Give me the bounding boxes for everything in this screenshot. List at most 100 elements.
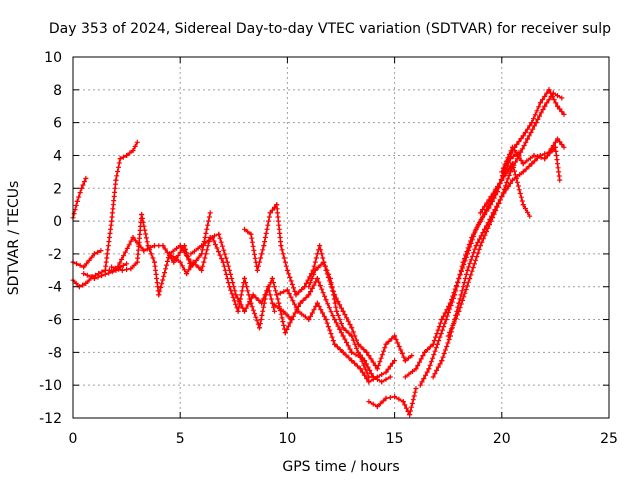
data-point <box>201 259 207 265</box>
data-point <box>331 292 336 298</box>
data-point <box>202 255 208 261</box>
data-point <box>476 246 482 252</box>
data-series <box>70 87 567 418</box>
data-point <box>383 369 389 375</box>
data-point <box>471 261 477 267</box>
data-point <box>408 404 414 410</box>
data-point <box>544 153 550 159</box>
data-point <box>531 123 537 129</box>
data-point <box>518 149 524 155</box>
data-point <box>503 187 509 193</box>
data-point <box>248 231 254 237</box>
data-point <box>552 139 558 145</box>
data-point <box>468 272 474 278</box>
data-point <box>119 256 125 262</box>
data-point <box>323 317 329 322</box>
data-point <box>441 351 447 356</box>
data-point <box>109 264 115 270</box>
data-point <box>501 174 507 180</box>
data-point <box>248 300 254 306</box>
data-point <box>177 243 183 249</box>
data-point <box>124 267 130 272</box>
data-point <box>422 349 428 355</box>
data-point <box>333 320 339 326</box>
data-point <box>366 399 372 405</box>
data-point <box>495 184 500 190</box>
data-point <box>368 371 374 377</box>
data-point <box>458 292 464 298</box>
data-point <box>283 311 289 317</box>
data-point <box>467 276 473 281</box>
data-point <box>253 295 259 301</box>
data-point <box>269 300 275 306</box>
data-point <box>370 374 376 380</box>
data-point <box>383 376 389 382</box>
data-point <box>463 271 469 277</box>
data-point <box>476 221 482 227</box>
data-point <box>265 222 271 228</box>
data-point <box>279 247 285 253</box>
data-point <box>364 349 370 355</box>
data-point <box>281 255 287 261</box>
data-point <box>548 93 554 99</box>
data-point <box>527 155 533 161</box>
data-point <box>167 251 172 257</box>
data-point <box>297 300 303 306</box>
data-point <box>244 284 250 290</box>
data-point <box>380 398 386 404</box>
data-point <box>243 280 249 286</box>
data-point <box>267 210 273 216</box>
data-point <box>347 322 353 327</box>
data-point <box>409 401 415 406</box>
data-point <box>533 120 539 126</box>
data-point <box>513 176 519 182</box>
data-point <box>525 209 530 215</box>
data-point <box>340 325 346 331</box>
data-point <box>202 240 208 246</box>
data-point <box>441 324 447 330</box>
data-point <box>212 242 218 247</box>
data-point <box>327 327 333 333</box>
data-point <box>286 314 292 320</box>
data-point <box>290 298 296 304</box>
data-point <box>124 245 130 251</box>
data-point <box>354 363 360 369</box>
series-line <box>104 141 139 271</box>
data-point <box>263 230 269 236</box>
data-point <box>262 239 268 245</box>
data-point <box>497 180 503 186</box>
data-point <box>216 249 221 255</box>
data-point <box>159 281 165 287</box>
x-tick-label: 0 <box>69 431 78 447</box>
data-point <box>430 341 436 347</box>
data-point <box>114 173 120 179</box>
series-line <box>308 261 391 383</box>
x-tick-label: 5 <box>176 431 185 447</box>
data-point <box>145 243 151 249</box>
data-point <box>284 267 290 273</box>
data-point <box>80 182 86 188</box>
data-point <box>91 276 97 281</box>
data-point <box>224 276 230 281</box>
data-point <box>450 322 456 328</box>
data-point <box>428 359 434 365</box>
data-point <box>245 288 251 294</box>
y-tick-label: -10 <box>39 378 62 394</box>
data-point <box>516 187 522 193</box>
data-point <box>465 279 471 285</box>
data-point <box>532 112 538 118</box>
data-point <box>454 284 460 290</box>
data-point <box>456 300 462 306</box>
data-point <box>95 249 101 255</box>
data-point <box>171 259 177 265</box>
data-point <box>329 284 335 290</box>
data-point <box>542 103 548 109</box>
data-point <box>407 412 413 418</box>
data-point <box>257 321 263 327</box>
data-point <box>335 312 341 318</box>
data-point <box>458 301 464 307</box>
data-point <box>458 267 464 273</box>
data-point <box>488 194 494 199</box>
data-point <box>437 361 443 367</box>
data-point <box>162 246 168 252</box>
